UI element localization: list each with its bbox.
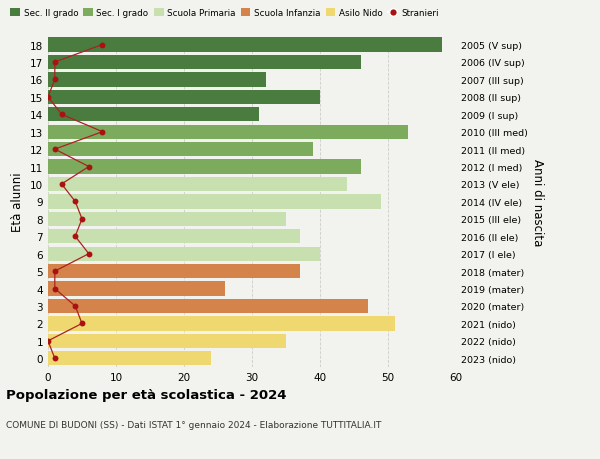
Text: COMUNE DI BUDONI (SS) - Dati ISTAT 1° gennaio 2024 - Elaborazione TUTTITALIA.IT: COMUNE DI BUDONI (SS) - Dati ISTAT 1° ge… <box>6 420 382 429</box>
Point <box>77 320 87 327</box>
Legend: Sec. II grado, Sec. I grado, Scuola Primaria, Scuola Infanzia, Asilo Nido, Stran: Sec. II grado, Sec. I grado, Scuola Prim… <box>10 9 439 18</box>
Point <box>57 112 67 119</box>
Point <box>43 337 53 345</box>
Bar <box>48 108 259 122</box>
Point <box>43 94 53 101</box>
Point <box>50 355 59 362</box>
Bar <box>48 334 286 348</box>
Bar <box>48 195 381 209</box>
Point <box>50 268 59 275</box>
Bar <box>48 143 313 157</box>
Point <box>50 59 59 67</box>
Bar <box>48 73 266 87</box>
Bar <box>48 90 320 105</box>
Y-axis label: Anni di nascita: Anni di nascita <box>532 158 544 246</box>
Point <box>77 216 87 223</box>
Point <box>50 285 59 292</box>
Bar <box>48 317 395 331</box>
Bar <box>48 178 347 192</box>
Text: Popolazione per età scolastica - 2024: Popolazione per età scolastica - 2024 <box>6 388 287 401</box>
Point <box>84 163 94 171</box>
Bar <box>48 38 442 52</box>
Bar <box>48 352 211 366</box>
Bar <box>48 56 361 70</box>
Point <box>70 198 80 206</box>
Point <box>50 146 59 153</box>
Point <box>57 181 67 188</box>
Bar <box>48 160 361 174</box>
Point <box>70 233 80 241</box>
Bar <box>48 212 286 226</box>
Bar <box>48 125 409 140</box>
Y-axis label: Età alunni: Età alunni <box>11 172 25 232</box>
Point <box>98 42 107 49</box>
Point <box>84 251 94 258</box>
Bar <box>48 264 299 279</box>
Bar <box>48 230 299 244</box>
Point <box>70 302 80 310</box>
Bar <box>48 247 320 261</box>
Bar <box>48 282 225 296</box>
Bar <box>48 299 368 313</box>
Point <box>50 77 59 84</box>
Point <box>98 129 107 136</box>
